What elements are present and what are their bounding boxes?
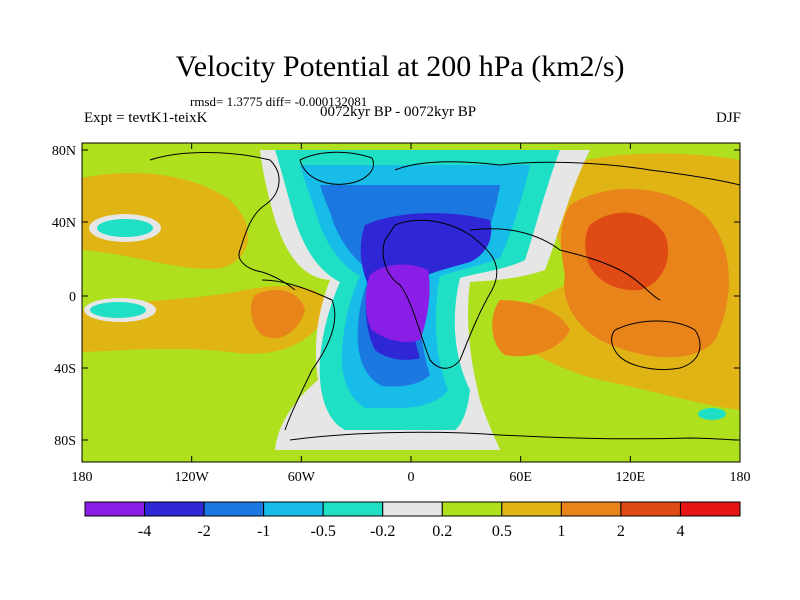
- coast-south-america: [261, 279, 336, 431]
- lon-tick-label: 60E: [509, 470, 532, 485]
- lon-tick-label: 180: [72, 470, 93, 485]
- lat-tick-label: 80S: [54, 434, 76, 449]
- colorbar-swatch: [84, 501, 146, 517]
- colorbar-swatch: [382, 501, 443, 517]
- colorbar-swatch: [322, 501, 384, 517]
- lat-tick-label: 80N: [52, 144, 76, 159]
- lon-tick-label: 120E: [616, 470, 646, 485]
- field-band-asia-red: [585, 212, 669, 291]
- field-band-america-orange: [250, 290, 305, 339]
- colorbar-label: -4: [138, 523, 151, 540]
- lat-tick-label: 40N: [52, 216, 76, 231]
- lon-tick-label: 60W: [288, 470, 316, 485]
- field-patch-cyan-south: [90, 302, 146, 318]
- lon-tick-label: 180: [730, 470, 751, 485]
- map-title: Velocity Potential at 200 hPa (km2/s): [175, 50, 625, 83]
- lat-tick-label: 40S: [54, 362, 76, 377]
- colorbar-swatch: [203, 501, 265, 517]
- coast-north-america: [149, 152, 296, 291]
- lon-tick-label: 0: [408, 470, 415, 485]
- field-patch-cyan-east: [698, 408, 726, 420]
- colorbar-swatch: [263, 501, 324, 517]
- field-band-indian-orange: [492, 300, 570, 357]
- coast-greenland: [299, 151, 374, 185]
- colorbar-swatch: [679, 501, 741, 517]
- colorbar-swatch: [560, 501, 622, 517]
- colorbar-label: 4: [676, 523, 684, 540]
- colorbar-label: -2: [197, 523, 210, 540]
- contour-field: [82, 143, 740, 462]
- statistics-text: rmsd= 1.3775 diff= -0.000132081: [190, 94, 368, 109]
- coastlines: [149, 151, 740, 441]
- coast-africa: [382, 219, 498, 369]
- colorbar-swatch: [620, 501, 681, 517]
- colorbar: -4 -2 -1 -0.5 -0.2 0.2 0.5 1 2 4: [84, 501, 741, 540]
- colorbar-swatch: [501, 501, 562, 517]
- colorbar-swatch: [144, 501, 205, 517]
- colorbar-label: 0.5: [492, 523, 512, 540]
- coast-eurasia-south: [469, 228, 661, 301]
- season-label: DJF: [715, 110, 741, 126]
- colorbar-label: 2: [617, 523, 625, 540]
- coast-eurasia-north: [394, 161, 740, 186]
- field-patch-cyan-north: [97, 219, 153, 237]
- coast-australia: [611, 320, 701, 370]
- period-label: 0072kyr BP - 0072kyr BP: [320, 104, 477, 120]
- colorbar-label: -0.5: [311, 523, 336, 540]
- colorbar-label: -0.2: [370, 523, 395, 540]
- field-band-pacific-north: [82, 173, 249, 269]
- colorbar-label: 0.2: [432, 523, 452, 540]
- lat-tick-label: 0: [69, 290, 76, 305]
- lon-tick-label: 120W: [175, 470, 210, 485]
- experiment-label: Expt = tevtK1-teixK: [84, 110, 208, 126]
- colorbar-label: -1: [257, 523, 270, 540]
- coast-antarctica: [289, 431, 740, 441]
- colorbar-swatch: [441, 501, 503, 517]
- axis-ticks: 180 120W 60W 0 60E 120E 180 80N 40N 0 40S 80S: [52, 143, 751, 485]
- colorbar-label: 1: [557, 523, 565, 540]
- field-lobe-violet: [365, 264, 430, 342]
